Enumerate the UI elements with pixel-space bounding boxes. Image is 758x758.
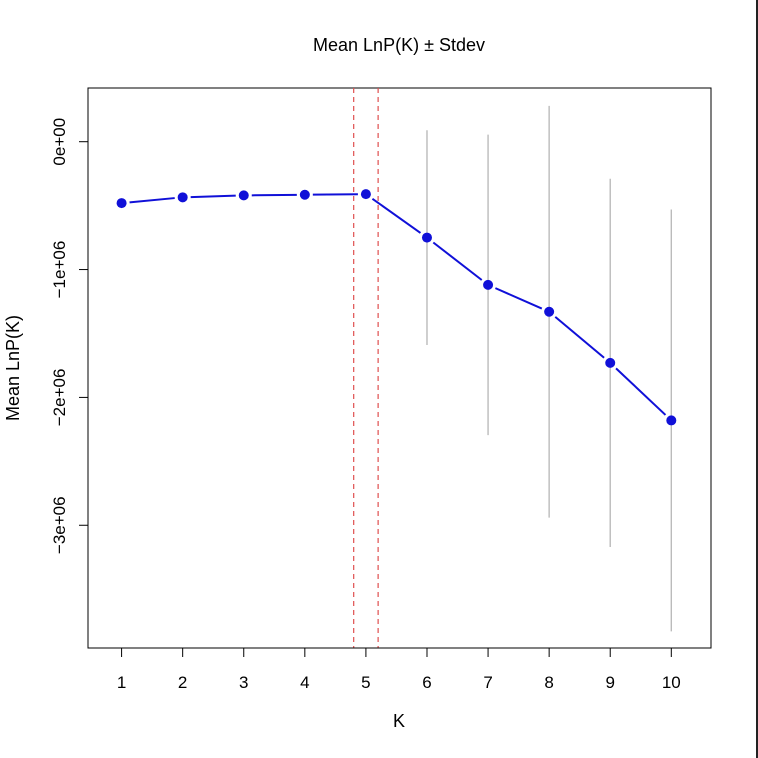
data-point-k10 xyxy=(666,415,677,426)
series-segment-6 xyxy=(432,241,483,281)
data-points xyxy=(116,189,677,426)
x-tick-label-5: 5 xyxy=(361,673,370,692)
x-axis-label: K xyxy=(393,711,405,731)
y-tick-label-2: −1e+06 xyxy=(50,241,69,299)
y-axis-label: Mean LnP(K) xyxy=(3,315,23,421)
y-axis: 0e+00 −1e+06 −2e+06 −3e+06 xyxy=(50,118,89,554)
y-tick-label-4: −3e+06 xyxy=(50,496,69,554)
series-segment-8 xyxy=(554,316,605,359)
series-segment-1 xyxy=(129,197,175,204)
x-tick-label-6: 6 xyxy=(422,673,431,692)
chart-title: Mean LnP(K) ± Stdev xyxy=(313,35,485,55)
series-segment-2 xyxy=(190,194,236,199)
series-segment-9 xyxy=(615,367,667,416)
error-bars xyxy=(426,105,672,632)
x-tick-label-9: 9 xyxy=(605,673,614,692)
data-point-k3 xyxy=(238,190,249,201)
y-tick-label-1: 0e+00 xyxy=(50,118,69,166)
x-tick-label-7: 7 xyxy=(483,673,492,692)
window-edge xyxy=(756,0,758,758)
data-point-k9 xyxy=(605,357,616,368)
data-point-k2 xyxy=(177,192,188,203)
x-tick-label-2: 2 xyxy=(178,673,187,692)
x-tick-label-1: 1 xyxy=(117,673,126,692)
data-point-k1 xyxy=(116,198,127,209)
cutoff-lines xyxy=(353,88,379,648)
x-tick-label-3: 3 xyxy=(239,673,248,692)
data-point-k5 xyxy=(360,189,371,200)
x-tick-label-10: 10 xyxy=(662,673,681,692)
data-point-k4 xyxy=(299,189,310,200)
data-point-k8 xyxy=(544,306,555,317)
series-segment-5 xyxy=(371,197,422,234)
series-line xyxy=(129,193,667,416)
plot-frame xyxy=(87,87,712,649)
data-point-k6 xyxy=(421,232,432,243)
x-tick-label-8: 8 xyxy=(544,673,553,692)
y-tick-label-3: −2e+06 xyxy=(50,369,69,427)
series-segment-7 xyxy=(494,287,543,310)
x-tick-label-4: 4 xyxy=(300,673,309,692)
data-point-k7 xyxy=(483,279,494,290)
x-axis: 1 2 3 4 5 6 7 8 9 10 xyxy=(117,647,681,692)
